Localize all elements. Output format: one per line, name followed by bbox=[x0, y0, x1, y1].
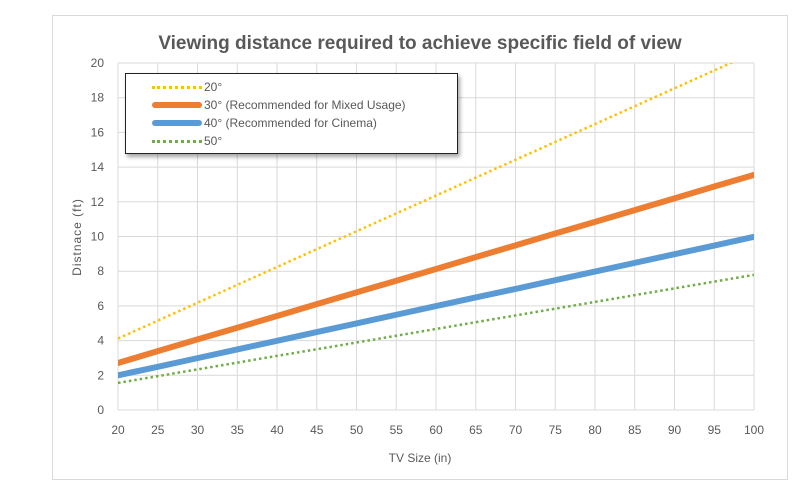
y-tick-label: 12 bbox=[91, 195, 105, 209]
series-line-1 bbox=[118, 171, 754, 366]
x-tick-label: 85 bbox=[628, 423, 642, 437]
legend-swatch bbox=[152, 102, 202, 108]
y-tick-label: 14 bbox=[91, 160, 105, 174]
chart-title: Viewing distance required to achieve spe… bbox=[158, 33, 682, 54]
legend-item-20deg: 20° bbox=[126, 78, 457, 96]
series-line-2 bbox=[118, 233, 754, 379]
y-tick-label: 4 bbox=[97, 334, 104, 348]
y-axis-label: Distnace (ft) bbox=[70, 198, 84, 276]
legend-item-50deg: 50° bbox=[126, 132, 457, 150]
y-tick-label: 8 bbox=[97, 264, 104, 278]
x-tick-label: 50 bbox=[350, 423, 364, 437]
legend-label: 40° (Recommended for Cinema) bbox=[204, 116, 377, 130]
x-tick-label: 30 bbox=[191, 423, 205, 437]
legend-swatch bbox=[152, 120, 202, 126]
x-tick-label: 70 bbox=[509, 423, 523, 437]
series-lines bbox=[118, 63, 754, 385]
x-tick-label: 40 bbox=[270, 423, 284, 437]
y-tick-label: 20 bbox=[91, 56, 105, 70]
legend-label: 30° (Recommended for Mixed Usage) bbox=[204, 98, 406, 112]
x-tick-label: 80 bbox=[588, 423, 602, 437]
y-tick-label: 0 bbox=[97, 403, 104, 417]
x-tick-label: 60 bbox=[429, 423, 443, 437]
x-tick-label: 95 bbox=[708, 423, 722, 437]
legend-label: 20° bbox=[204, 80, 223, 94]
y-tick-label: 10 bbox=[91, 230, 105, 244]
x-tick-labels: 20 25 30 35 40 45 50 55 60 65 70 75 80 85 90 95 100 bbox=[111, 423, 764, 437]
x-tick-label: 100 bbox=[744, 423, 764, 437]
legend-item-30deg: 30° (Recommended for Mixed Usage) bbox=[126, 96, 457, 114]
x-tick-label: 35 bbox=[231, 423, 245, 437]
legend: 20° 30° (Recommended for Mixed Usage) 40… bbox=[125, 73, 458, 154]
x-tick-label: 20 bbox=[111, 423, 125, 437]
legend-swatch bbox=[152, 139, 202, 143]
legend-swatch bbox=[152, 85, 202, 89]
chart-card bbox=[52, 15, 788, 480]
x-axis-label: TV Size (in) bbox=[389, 451, 452, 465]
y-tick-label: 16 bbox=[91, 125, 105, 139]
series-line-0 bbox=[118, 63, 734, 340]
legend-item-40deg: 40° (Recommended for Cinema) bbox=[126, 114, 457, 132]
x-tick-label: 45 bbox=[310, 423, 324, 437]
x-tick-label: 75 bbox=[549, 423, 563, 437]
x-tick-label: 90 bbox=[668, 423, 682, 437]
x-tick-label: 65 bbox=[469, 423, 483, 437]
y-tick-label: 2 bbox=[97, 368, 104, 382]
y-tick-labels: 0 2 4 6 8 10 12 14 16 18 20 bbox=[91, 56, 105, 417]
x-tick-label: 25 bbox=[151, 423, 165, 437]
x-tick-label: 55 bbox=[390, 423, 404, 437]
legend-label: 50° bbox=[204, 134, 223, 148]
y-tick-label: 18 bbox=[91, 91, 105, 105]
y-tick-label: 6 bbox=[97, 299, 104, 313]
